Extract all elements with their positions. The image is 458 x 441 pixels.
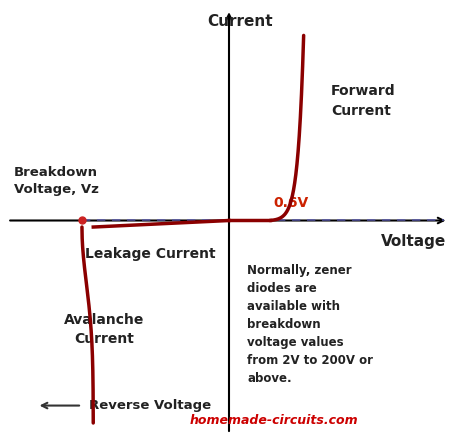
Text: Current: Current (207, 14, 273, 29)
Text: Forward
Current: Forward Current (331, 84, 395, 117)
Text: Normally, zener
diodes are
available with
breakdown
voltage values
from 2V to 20: Normally, zener diodes are available wit… (247, 264, 373, 385)
Text: Breakdown
Voltage, Vz: Breakdown Voltage, Vz (14, 166, 99, 196)
Text: 0.6V: 0.6V (273, 196, 308, 209)
Text: Voltage: Voltage (381, 234, 446, 249)
Text: Leakage Current: Leakage Current (85, 247, 215, 261)
Text: Avalanche
Current: Avalanche Current (65, 313, 145, 346)
Text: homemade-circuits.com: homemade-circuits.com (190, 415, 359, 427)
Text: Reverse Voltage: Reverse Voltage (89, 399, 211, 412)
